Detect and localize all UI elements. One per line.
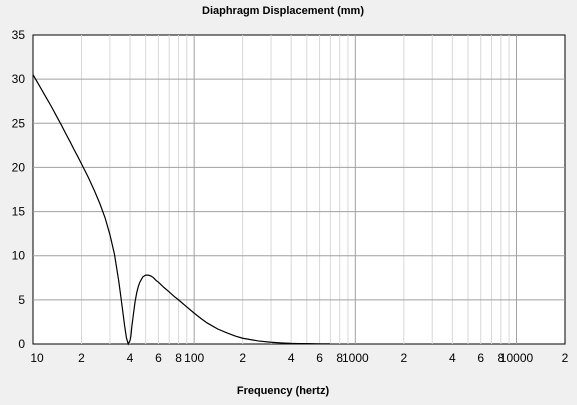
y-tick-label: 25: [12, 116, 26, 130]
y-tick-label: 0: [18, 337, 25, 351]
x-tick-label: 2: [400, 351, 407, 365]
y-tick-label: 35: [12, 28, 26, 42]
x-tick-label: 8: [498, 351, 505, 365]
x-tick-label: 6: [155, 351, 162, 365]
x-tick-label: 10000: [500, 351, 534, 365]
x-tick-label: 8: [336, 351, 343, 365]
x-tick-label: 6: [477, 351, 484, 365]
x-tick-label: 100: [184, 351, 204, 365]
x-tick-label: 2: [239, 351, 246, 365]
x-axis-label: Frequency (hertz): [237, 385, 330, 397]
x-tick-label: 6: [316, 351, 323, 365]
x-tick-label: 4: [449, 351, 456, 365]
x-tick-label: 1000: [342, 351, 369, 365]
y-tick-label: 5: [18, 293, 25, 307]
x-tick-label: 2: [562, 351, 569, 365]
x-tick-label: 2: [78, 351, 85, 365]
x-tick-label: 4: [127, 351, 134, 365]
y-tick-label: 15: [12, 205, 26, 219]
grid: [33, 35, 565, 344]
plot-area: [32, 34, 566, 345]
y-tick-label: 10: [12, 249, 26, 263]
y-tick-label: 20: [12, 160, 26, 174]
chart-title: Diaphragm Displacement (mm): [202, 5, 364, 17]
x-tick-label: 4: [288, 351, 295, 365]
y-axis-ticks: 0 5 10 15 20 25 30 35: [12, 28, 26, 351]
x-tick-label: 8: [175, 351, 182, 365]
y-tick-label: 30: [12, 72, 26, 86]
series-line: [32, 74, 331, 346]
x-tick-label: 10: [30, 351, 44, 365]
